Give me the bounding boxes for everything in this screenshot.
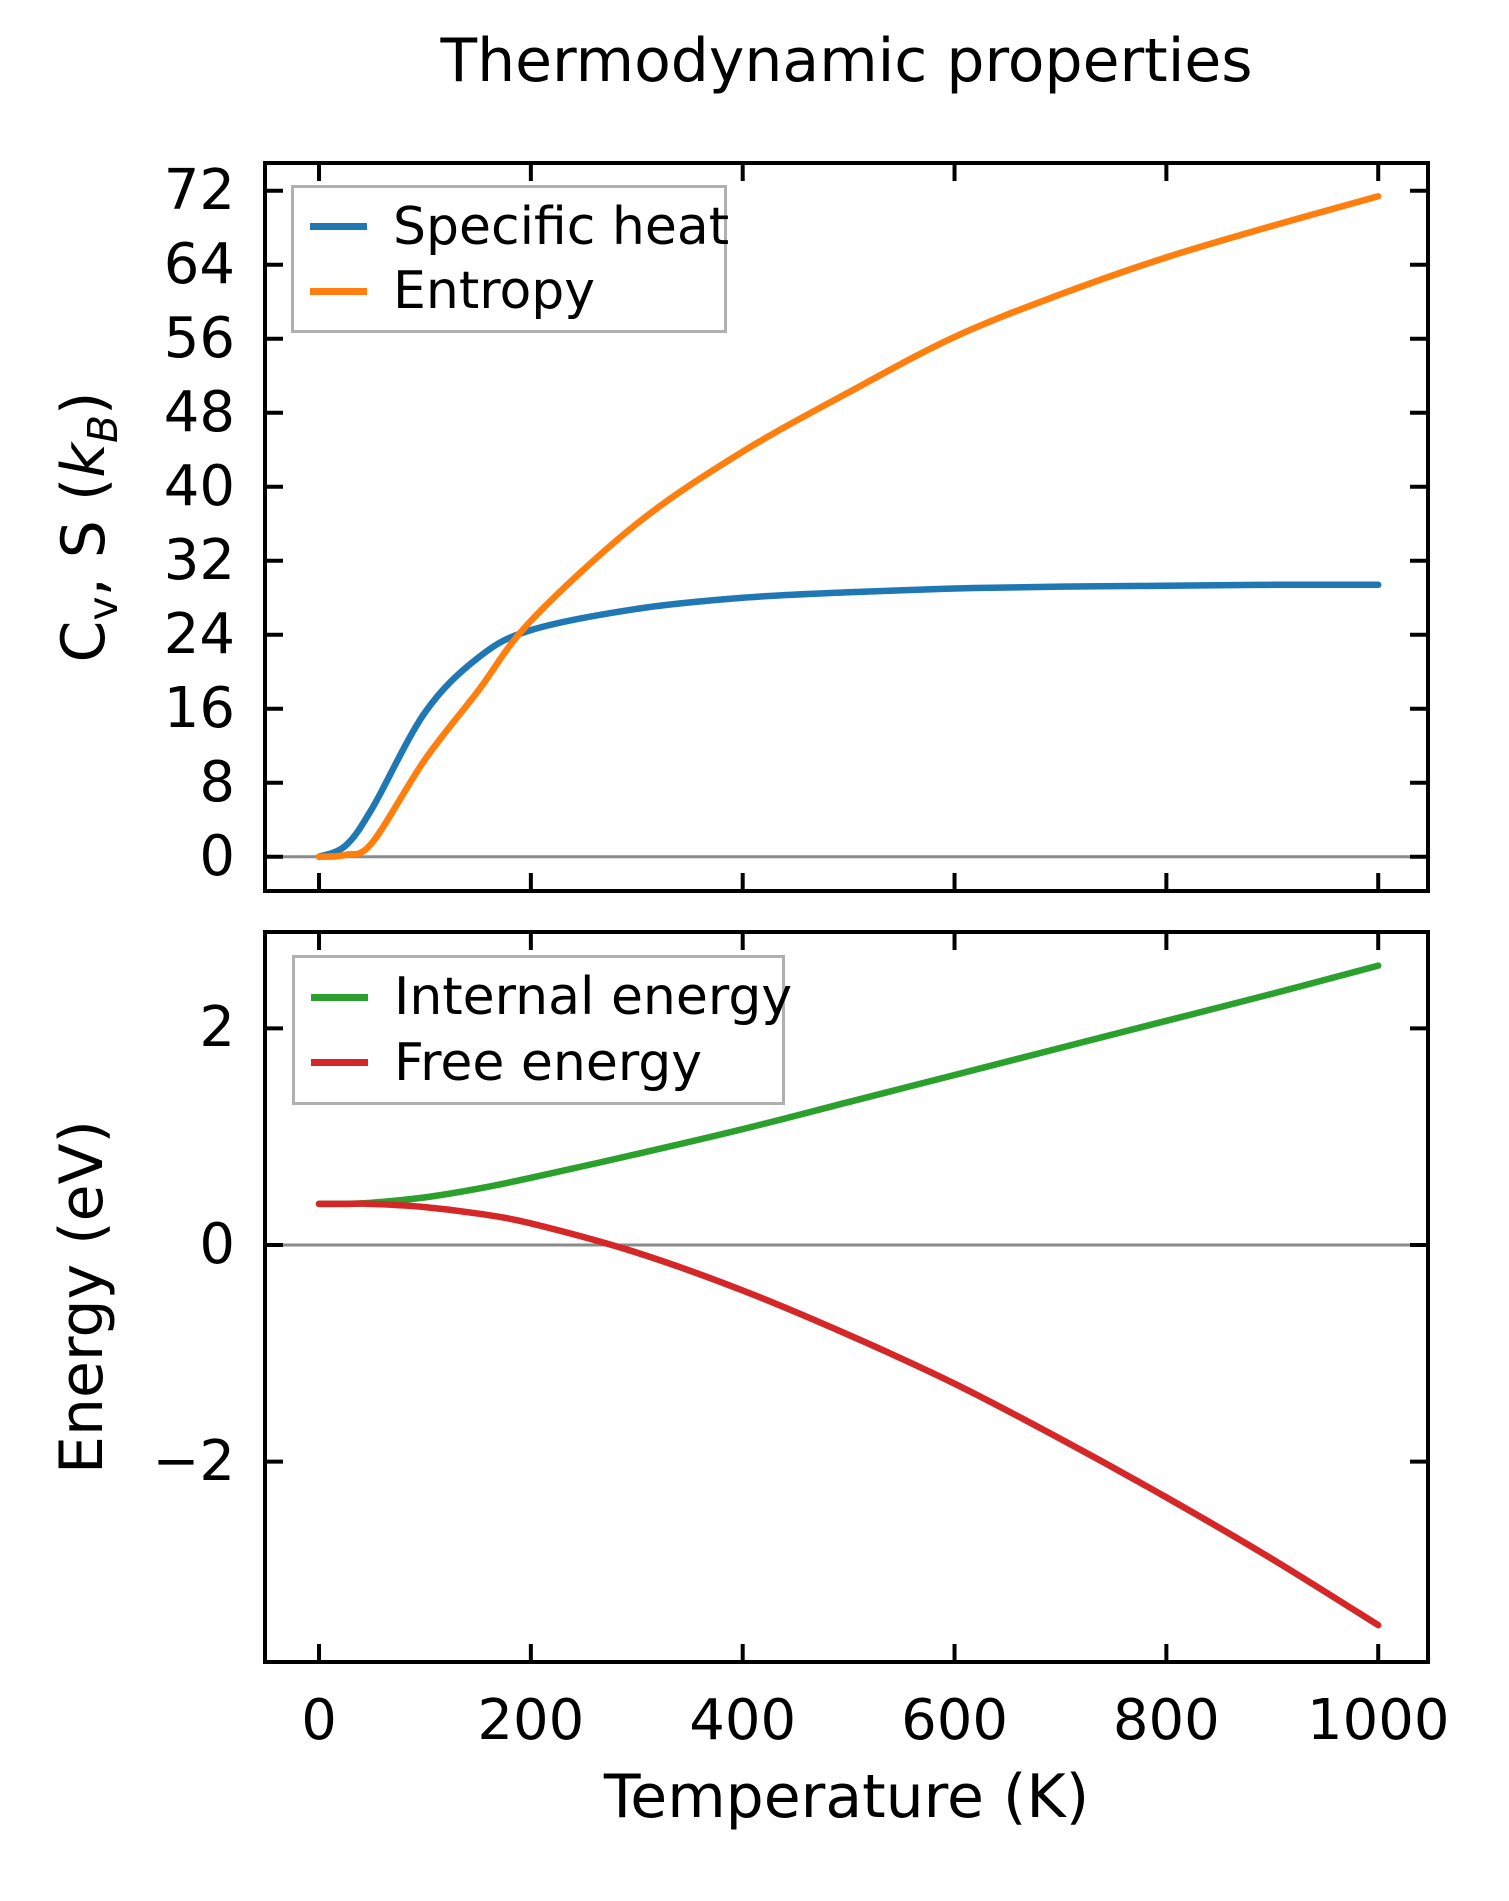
x-tick-label: 200 <box>477 1688 585 1753</box>
legend-label: Free energy <box>394 1032 703 1093</box>
x-tick-label: 1000 <box>1306 1688 1450 1753</box>
y-tick-label: 24 <box>163 601 235 667</box>
y-tick-label: 56 <box>163 305 235 371</box>
legend-line-free-energy <box>311 1059 368 1067</box>
legend-line-entropy <box>310 287 367 295</box>
legend-bottom: Internal energy Free energy <box>292 955 792 1105</box>
x-tick-label: 0 <box>301 1688 337 1753</box>
y-tick-label: 32 <box>163 527 235 593</box>
axes-spines <box>263 161 1430 893</box>
legend-line-internal-energy <box>311 993 368 1001</box>
y-tick-label: 0 <box>199 823 235 889</box>
legend-label: Specific heat <box>393 196 730 257</box>
tick-marks <box>265 163 1428 891</box>
specific-heat-line <box>315 581 1382 861</box>
legend-line-specific-heat <box>310 223 367 231</box>
bottom-y-axis-label: Energy (eV) <box>47 1120 117 1474</box>
legend-item: Entropy <box>294 265 724 317</box>
y-tick-label: 2 <box>199 995 235 1061</box>
y-tick-label: 8 <box>199 749 235 815</box>
y-tick-label: −2 <box>152 1428 235 1494</box>
legend-top: Specific heat Entropy <box>291 185 729 333</box>
x-tick-label: 600 <box>901 1688 1008 1753</box>
y-tick-label: 64 <box>163 231 235 297</box>
y-tick-label: 72 <box>163 157 235 223</box>
bottom-axes <box>263 930 1430 1664</box>
y-tick-label: 0 <box>199 1212 235 1277</box>
legend-item: Internal energy <box>295 971 792 1023</box>
x-tick-label: 400 <box>689 1688 797 1753</box>
legend-item: Free energy <box>295 1037 782 1089</box>
legend-item: Specific heat <box>294 201 729 253</box>
tick-marks <box>265 932 1428 1662</box>
y-tick-label: 16 <box>163 675 235 741</box>
x-tick-label: 800 <box>1112 1688 1220 1753</box>
top-axes <box>263 161 1430 893</box>
y-tick-label: 40 <box>163 453 235 519</box>
internal-energy-line <box>315 962 1382 1208</box>
axes-spines <box>263 930 1430 1664</box>
free-energy-line <box>315 1200 1382 1629</box>
legend-label: Entropy <box>393 261 596 322</box>
entropy-line <box>315 193 1382 861</box>
y-tick-label: 48 <box>163 379 235 445</box>
legend-label: Internal energy <box>394 967 793 1028</box>
x-axis-label: Temperature (K) <box>603 1762 1090 1832</box>
figure-title: Thermodynamic properties <box>440 26 1253 96</box>
